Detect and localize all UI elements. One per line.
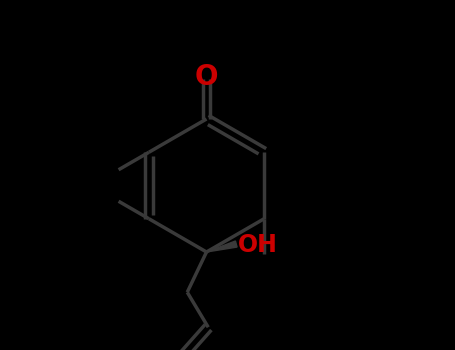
Polygon shape: [207, 241, 237, 252]
Text: OH: OH: [238, 233, 278, 257]
Text: O: O: [195, 63, 218, 91]
